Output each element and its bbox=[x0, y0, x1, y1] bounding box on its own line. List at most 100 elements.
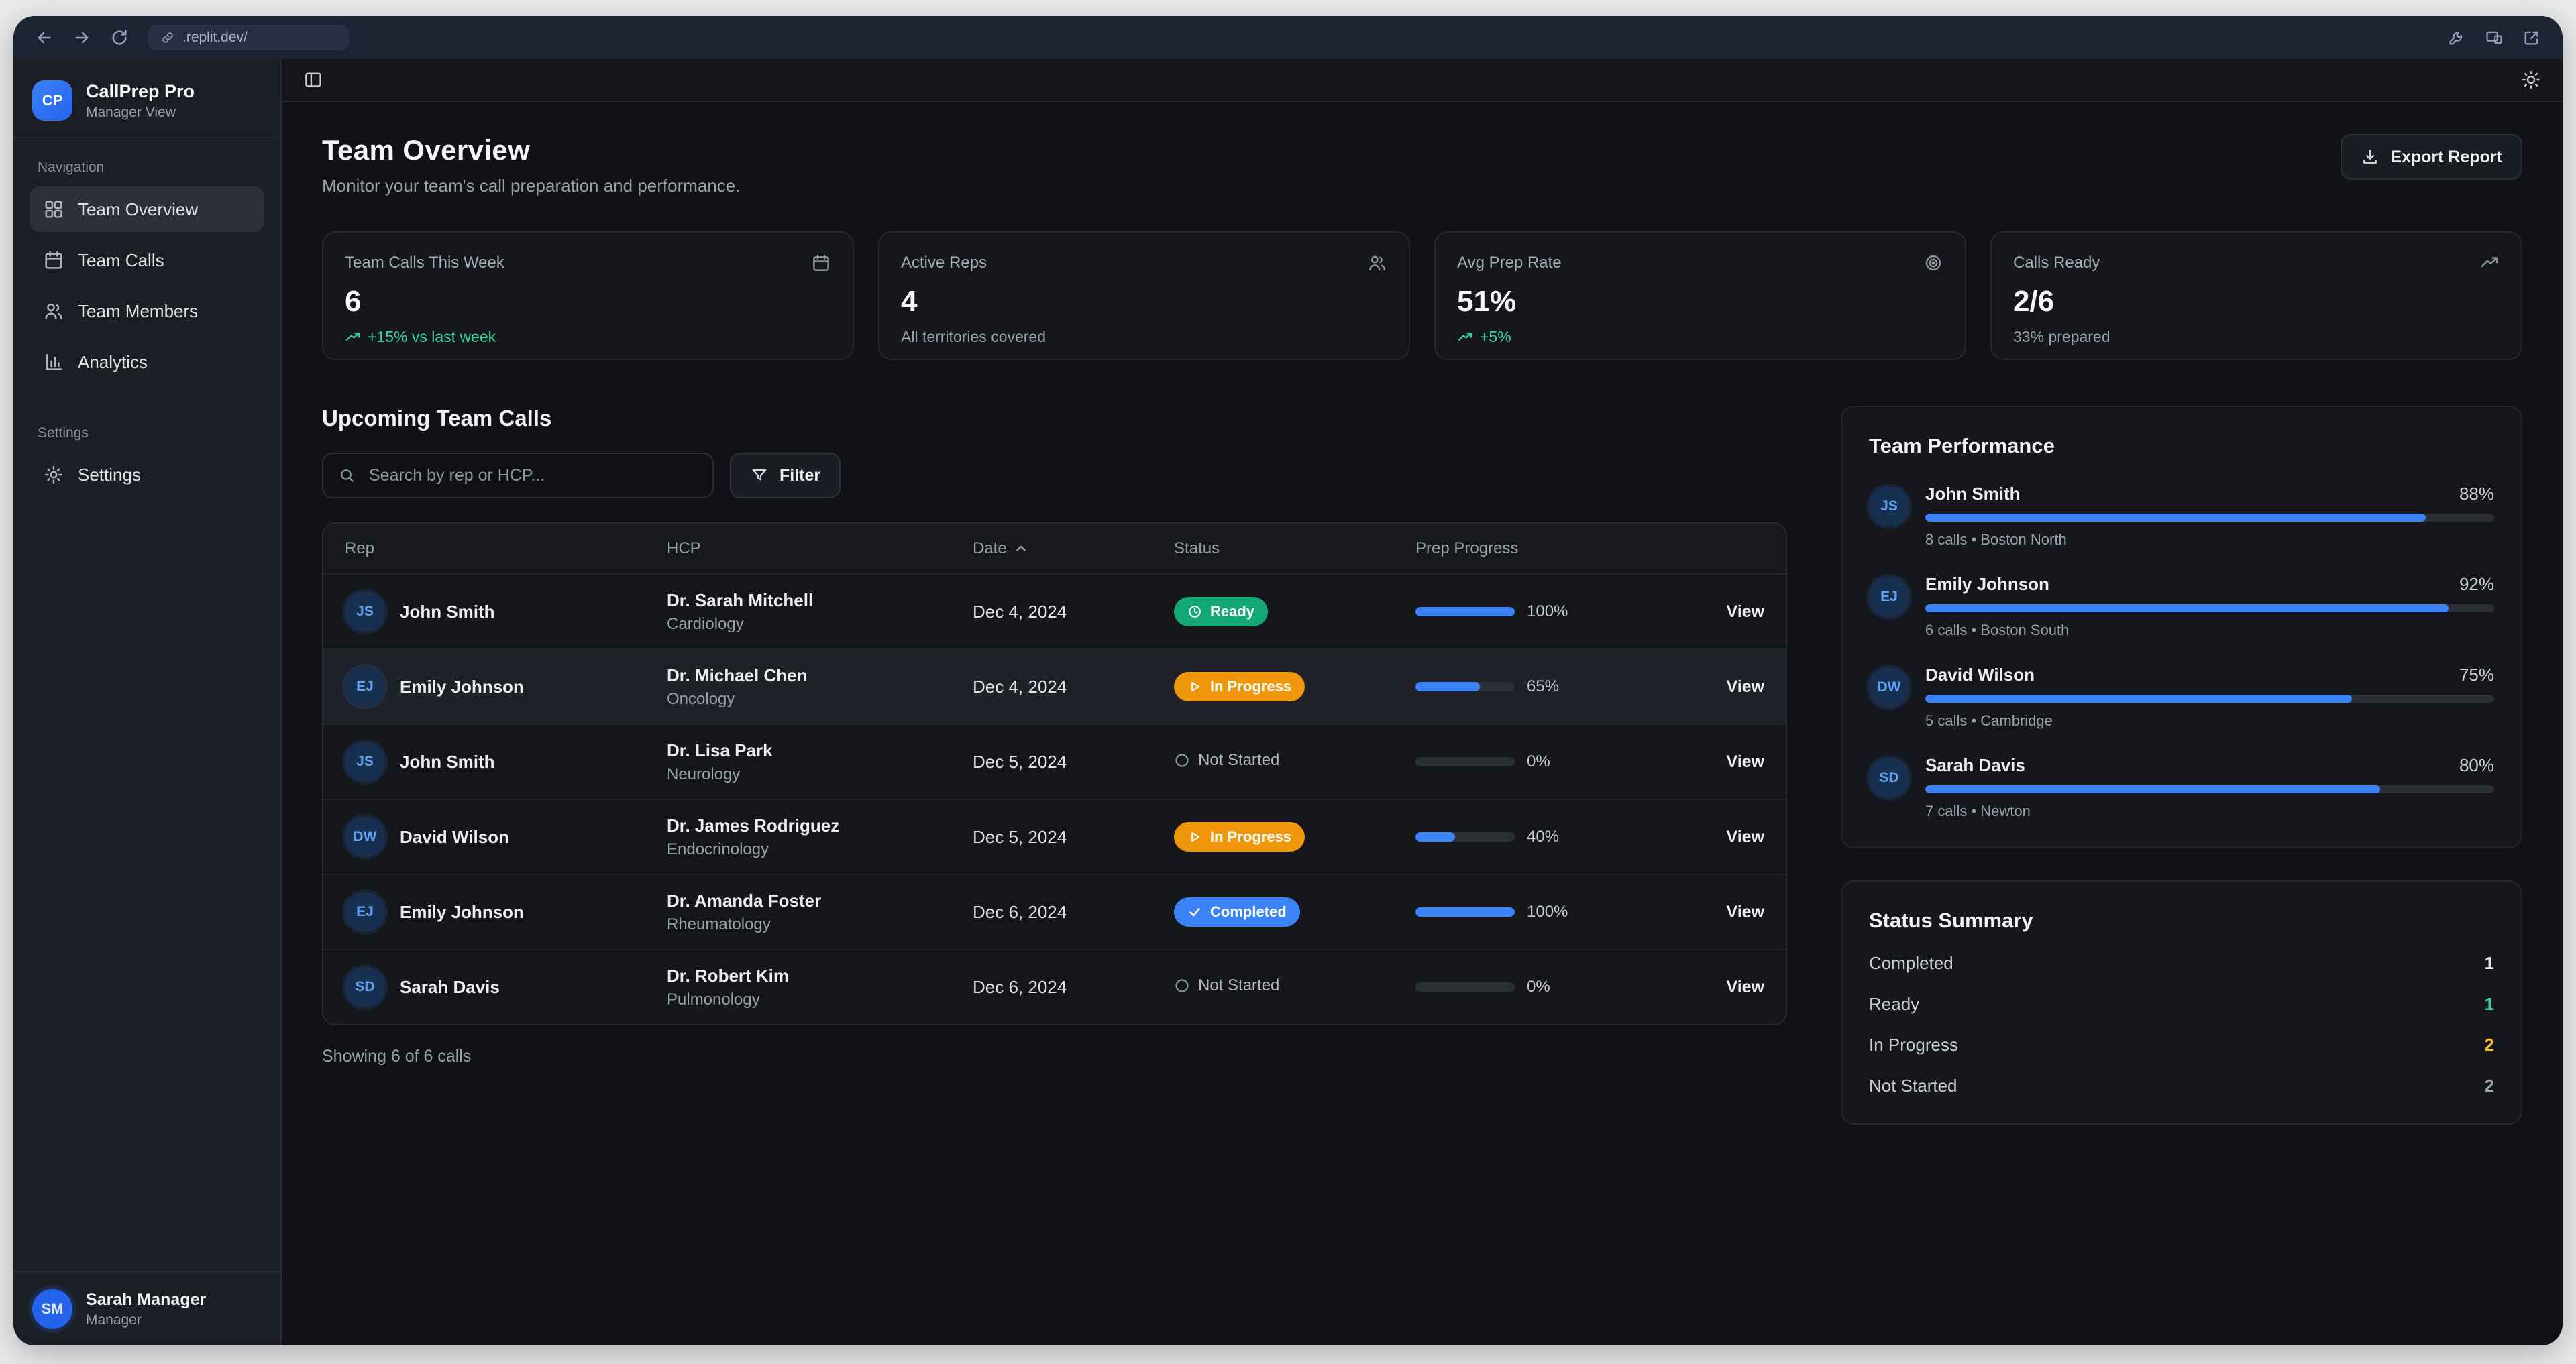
team-performance-panel: Team Performance JS John Smith 88% bbox=[1841, 406, 2522, 848]
brand: CP CallPrep Pro Manager View bbox=[30, 78, 264, 137]
member-pct: 80% bbox=[2459, 755, 2494, 775]
app-name: CallPrep Pro bbox=[86, 81, 195, 101]
sidebar-item-team-overview[interactable]: Team Overview bbox=[30, 186, 264, 233]
sidebar-user[interactable]: SM Sarah Manager Manager bbox=[13, 1271, 280, 1345]
search-box[interactable] bbox=[322, 453, 714, 498]
check-icon bbox=[1187, 905, 1202, 919]
status-text: Not Started bbox=[1174, 976, 1279, 995]
sun-icon[interactable] bbox=[2521, 70, 2541, 90]
column-header-hcp[interactable]: HCP bbox=[667, 539, 701, 557]
sidebar-item-settings[interactable]: Settings bbox=[30, 452, 264, 498]
avatar: EJ bbox=[345, 892, 385, 932]
hcp-name: Dr. Lisa Park bbox=[667, 740, 773, 760]
stat-value: 6 bbox=[345, 285, 362, 318]
filter-button[interactable]: Filter bbox=[730, 453, 841, 498]
summary-value: 1 bbox=[2484, 953, 2494, 973]
column-header-date[interactable]: Date bbox=[973, 539, 1174, 558]
table-row[interactable]: EJ Emily Johnson Dr. Amanda Foster Rheum… bbox=[323, 874, 1786, 949]
hcp-name: Dr. Sarah Mitchell bbox=[667, 589, 814, 610]
member-sub: 6 calls • Boston South bbox=[1925, 622, 2070, 638]
performance-bar bbox=[1925, 604, 2494, 612]
play-icon bbox=[1187, 830, 1202, 844]
table-row[interactable]: JS John Smith Dr. Lisa Park Neurology De… bbox=[323, 724, 1786, 799]
status-text: Not Started bbox=[1174, 751, 1279, 770]
stat-value: 2/6 bbox=[2013, 285, 2055, 318]
export-report-button[interactable]: Export Report bbox=[2341, 134, 2522, 180]
devices-icon[interactable] bbox=[2485, 28, 2504, 47]
browser-chrome: .replit.dev/ bbox=[13, 16, 2563, 59]
stat-label: Active Reps bbox=[901, 253, 987, 272]
trending-up-icon bbox=[345, 329, 361, 345]
export-report-label: Export Report bbox=[2390, 147, 2502, 166]
section-title: Upcoming Team Calls bbox=[322, 406, 552, 431]
hcp-name: Dr. Amanda Foster bbox=[667, 890, 822, 911]
summary-row: In Progress 2 bbox=[1869, 1035, 2494, 1056]
rep-name: John Smith bbox=[400, 751, 495, 772]
member-sub: 8 calls • Boston North bbox=[1925, 531, 2067, 548]
sort-asc-icon bbox=[1014, 541, 1028, 556]
view-link[interactable]: View bbox=[1726, 827, 1764, 846]
summary-label: Not Started bbox=[1869, 1076, 1957, 1096]
call-date: Dec 4, 2024 bbox=[973, 676, 1067, 697]
status-summary-panel: Status Summary Completed 1 Ready 1 bbox=[1841, 880, 2522, 1125]
performance-bar bbox=[1925, 514, 2494, 522]
progress-label: 100% bbox=[1527, 602, 1568, 620]
back-icon[interactable] bbox=[35, 28, 54, 47]
progress-bar bbox=[1415, 757, 1515, 766]
member-name: Sarah Davis bbox=[1925, 755, 2025, 775]
progress-bar bbox=[1415, 832, 1515, 842]
table-row[interactable]: DW David Wilson Dr. James Rodriguez Endo… bbox=[323, 799, 1786, 874]
sidebar-item-label: Settings bbox=[78, 464, 141, 485]
avatar: JS bbox=[1869, 486, 1909, 526]
page-subtitle: Monitor your team's call preparation and… bbox=[322, 176, 741, 196]
performance-bar bbox=[1925, 695, 2494, 703]
sidebar-item-analytics[interactable]: Analytics bbox=[30, 339, 264, 385]
view-link[interactable]: View bbox=[1726, 977, 1764, 997]
panel-left-icon[interactable] bbox=[303, 70, 323, 90]
sidebar-divider bbox=[13, 137, 280, 139]
column-header-status[interactable]: Status bbox=[1174, 539, 1220, 557]
view-link[interactable]: View bbox=[1726, 677, 1764, 696]
sidebar-item-team-members[interactable]: Team Members bbox=[30, 288, 264, 334]
address-bar[interactable]: .replit.dev/ bbox=[148, 25, 349, 50]
hcp-name: Dr. Michael Chen bbox=[667, 665, 808, 685]
column-header-rep[interactable]: Rep bbox=[345, 539, 375, 557]
app-shell: CP CallPrep Pro Manager View Navigation … bbox=[13, 59, 2563, 1345]
member-pct: 92% bbox=[2459, 574, 2494, 594]
reload-icon[interactable] bbox=[110, 28, 129, 47]
summary-row: Ready 1 bbox=[1869, 994, 2494, 1015]
sidebar-item-label: Team Overview bbox=[78, 198, 199, 219]
member-name: Emily Johnson bbox=[1925, 574, 2049, 594]
table-row[interactable]: SD Sarah Davis Dr. Robert Kim Pulmonolog… bbox=[323, 949, 1786, 1024]
status-badge: In Progress bbox=[1174, 672, 1305, 701]
column-header-progress[interactable]: Prep Progress bbox=[1415, 539, 1519, 557]
table-row[interactable]: JS John Smith Dr. Sarah Mitchell Cardiol… bbox=[323, 573, 1786, 648]
wrench-icon[interactable] bbox=[2447, 28, 2466, 47]
sidebar-item-label: Team Calls bbox=[78, 249, 164, 270]
rep-name: Emily Johnson bbox=[400, 676, 524, 697]
view-link[interactable]: View bbox=[1726, 752, 1764, 771]
browser-window: .replit.dev/ CP CallPrep Pro Man bbox=[13, 16, 2563, 1345]
app-subtitle: Manager View bbox=[86, 105, 176, 121]
progress-label: 65% bbox=[1527, 677, 1560, 695]
view-link[interactable]: View bbox=[1726, 602, 1764, 621]
rep-name: David Wilson bbox=[400, 826, 510, 847]
search-input[interactable] bbox=[366, 464, 698, 487]
view-link[interactable]: View bbox=[1726, 902, 1764, 921]
status-badge: In Progress bbox=[1174, 822, 1305, 852]
avatar: JS bbox=[345, 742, 385, 782]
download-icon bbox=[2361, 148, 2379, 166]
member-pct: 88% bbox=[2459, 484, 2494, 504]
call-date: Dec 5, 2024 bbox=[973, 826, 1067, 847]
avatar: SD bbox=[345, 967, 385, 1007]
open-external-icon[interactable] bbox=[2522, 28, 2541, 47]
sidebar-item-team-calls[interactable]: Team Calls bbox=[30, 237, 264, 283]
summary-value: 2 bbox=[2484, 1035, 2494, 1055]
stat-cards: Team Calls This Week 6 +15% vs las bbox=[322, 231, 2522, 360]
summary-row: Not Started 2 bbox=[1869, 1076, 2494, 1096]
rep-name: John Smith bbox=[400, 601, 495, 622]
table-row[interactable]: EJ Emily Johnson Dr. Michael Chen Oncolo… bbox=[323, 648, 1786, 724]
forward-icon[interactable] bbox=[72, 28, 91, 47]
hcp-specialty: Pulmonology bbox=[667, 990, 760, 1009]
page-content: Team Overview Monitor your team's call p… bbox=[282, 102, 2563, 1345]
